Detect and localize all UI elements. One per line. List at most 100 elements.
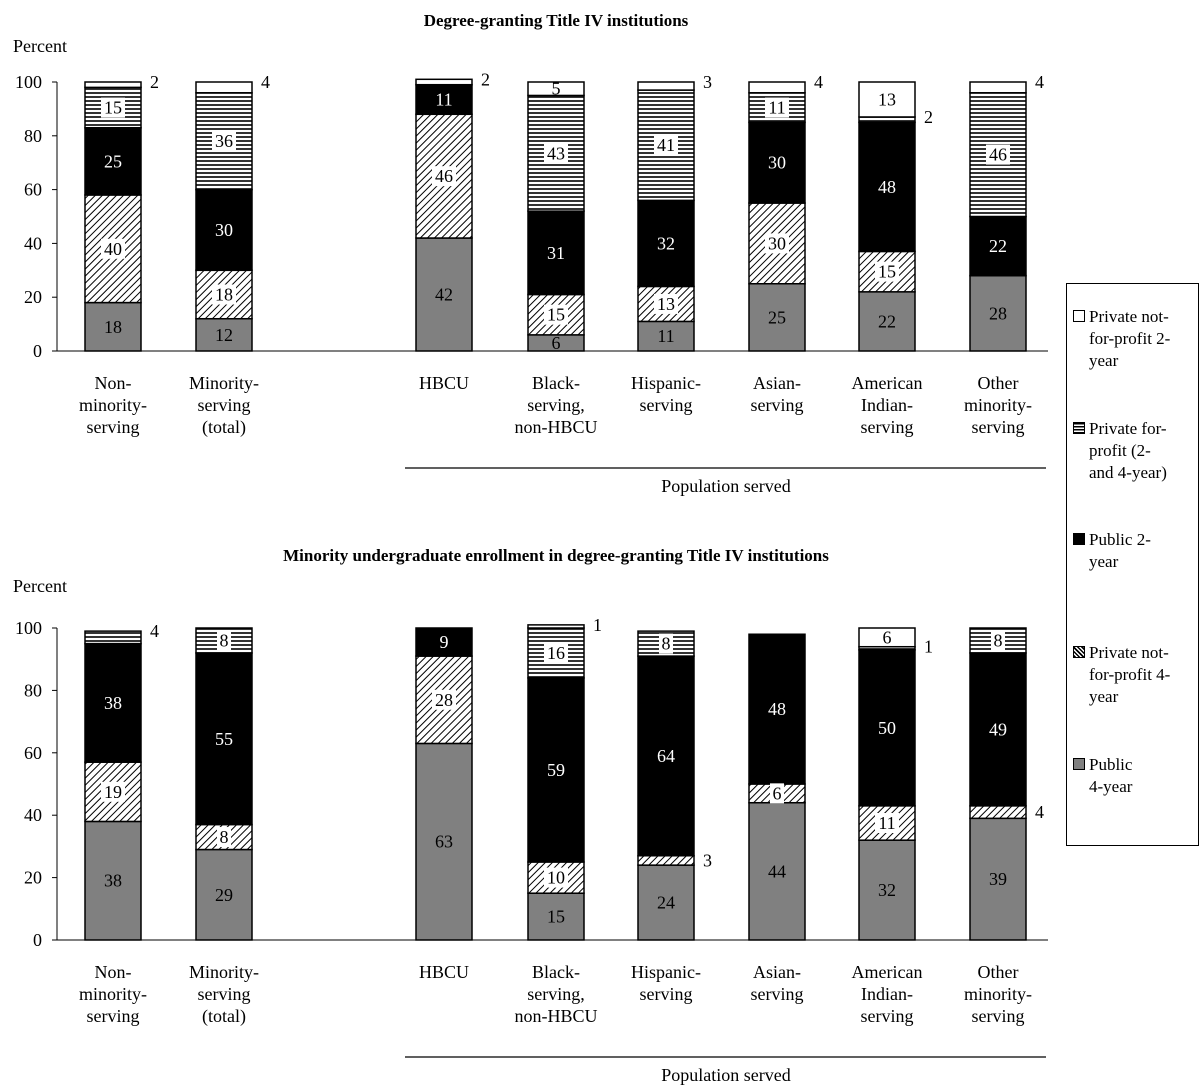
data-label-bg: [659, 633, 673, 654]
data-label: 42: [435, 285, 453, 305]
legend-label: Public 2- year: [1089, 530, 1151, 571]
data-label: 8: [220, 827, 229, 847]
data-label: 28: [435, 690, 453, 710]
data-label: 46: [989, 145, 1007, 165]
x-tick-label: HBCU: [419, 962, 469, 982]
y-tick-label: 20: [24, 868, 42, 888]
data-label-bg: [654, 293, 678, 314]
x-tick-label: Other minority-serving: [964, 962, 1032, 1026]
x-tick-label: Asian-serving: [751, 373, 804, 415]
data-label-bg: [544, 867, 568, 888]
data-label: 6: [883, 627, 892, 647]
legend-swatch: [1073, 422, 1085, 434]
data-label: 15: [547, 305, 565, 325]
x-group-label: Population served: [661, 476, 790, 496]
data-label: 29: [215, 885, 233, 905]
y-tick-label: 0: [33, 341, 42, 361]
legend-swatch: [1073, 310, 1085, 322]
x-tick-label: American Indian-serving: [852, 962, 923, 1026]
bar-segment: [527, 624, 585, 629]
data-label: 11: [657, 326, 674, 346]
data-label: 3: [703, 72, 712, 92]
data-label: 24: [657, 893, 675, 913]
data-label: 30: [215, 220, 233, 240]
data-label: 6: [773, 783, 782, 803]
data-label: 10: [547, 868, 565, 888]
y-tick-label: 40: [24, 233, 42, 253]
data-label: 15: [878, 262, 896, 282]
data-label: 63: [435, 832, 453, 852]
data-label-bg: [654, 135, 678, 156]
data-label: 4: [1035, 72, 1044, 92]
x-tick-label: Black-serving, non-HBCU: [514, 373, 597, 437]
data-label: 31: [547, 243, 565, 263]
data-label: 36: [215, 131, 233, 151]
data-label: 48: [878, 177, 896, 197]
bar-segment: [969, 805, 1027, 820]
x-tick-label: Hispanic-serving: [631, 962, 701, 1004]
data-label: 2: [481, 69, 490, 89]
data-label-bg: [101, 781, 125, 802]
bar-segment: [969, 817, 1027, 941]
bar-segment: [637, 864, 695, 941]
bar-segment: [969, 652, 1027, 807]
bar-segment: [84, 126, 142, 196]
y-tick-label: 20: [24, 287, 42, 307]
data-label: 16: [547, 643, 565, 663]
bar-segment: [415, 237, 473, 352]
bar-segment: [415, 78, 473, 86]
data-label: 32: [657, 233, 675, 253]
data-label: 44: [768, 861, 786, 881]
y-axis-label: Percent: [13, 36, 67, 56]
data-label: 28: [989, 303, 1007, 323]
x-tick-label: Minority-serving (total): [189, 962, 259, 1027]
chart-panel-institutions: Degree-granting Title IV institutions Per…: [13, 11, 1048, 496]
y-tick-label: 80: [24, 680, 42, 700]
x-tick-label: American Indian-serving: [852, 373, 923, 437]
bar-segment: [748, 81, 806, 94]
bar-segment: [415, 83, 473, 116]
data-label: 55: [215, 729, 233, 749]
data-label-bg: [991, 630, 1005, 651]
x-tick-label: Black-serving, non-HBCU: [514, 962, 597, 1026]
data-label-bg: [101, 238, 125, 259]
y-tick-label: 100: [15, 618, 42, 638]
data-label: 9: [440, 632, 449, 652]
bar-segment: [637, 81, 695, 91]
data-label: 1: [593, 615, 602, 635]
legend-item: Private not-for-profit 2- year: [1073, 306, 1198, 372]
data-label: 8: [220, 630, 229, 650]
data-label: 8: [662, 634, 671, 654]
data-label: 50: [878, 718, 896, 738]
data-label-bg: [432, 689, 456, 710]
bar-segment: [637, 199, 695, 288]
x-tick-label: Non-minority-serving: [79, 373, 147, 437]
data-label: 39: [989, 869, 1007, 889]
data-label-bg: [544, 304, 568, 325]
data-label: 11: [435, 89, 452, 109]
data-label-bg: [770, 783, 784, 804]
legend-item: Private for-profit (2- and 4-year): [1073, 418, 1198, 484]
data-label: 38: [104, 871, 122, 891]
bar-segment: [195, 317, 253, 352]
x-tick-label: Other minority-serving: [964, 373, 1032, 437]
bar-segment: [637, 655, 695, 857]
bar-segment: [858, 839, 916, 941]
data-label: 11: [878, 813, 895, 833]
bar-segment: [527, 892, 585, 941]
data-label: 38: [104, 693, 122, 713]
bar-segment: [748, 283, 806, 352]
bar-segment: [858, 121, 916, 253]
data-label-bg: [432, 166, 456, 187]
bar-segment: [748, 633, 806, 785]
chart-title: Minority undergraduate enrollment in deg…: [283, 546, 829, 565]
bar-segment: [858, 627, 916, 648]
bar-segment: [858, 649, 916, 807]
data-label: 40: [104, 239, 122, 259]
legend-item: Private not-for-profit 4- year: [1073, 642, 1198, 708]
bar-segment: [527, 81, 585, 97]
bar-segment: [84, 630, 142, 645]
data-label-bg: [217, 827, 231, 848]
data-label-bg: [217, 630, 231, 651]
data-label: 1: [924, 637, 933, 657]
